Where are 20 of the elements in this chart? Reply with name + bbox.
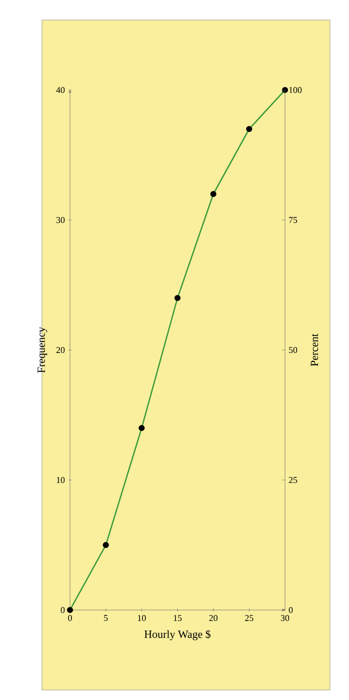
x-tick-label: 0 bbox=[68, 615, 72, 622]
x-tick-label: 15 bbox=[174, 615, 182, 622]
y2-tick-label: 25 bbox=[288, 476, 298, 484]
y-axis-title: Frequency bbox=[38, 326, 48, 373]
x-axis-title: Hourly Wage $ bbox=[144, 630, 210, 640]
x-tick-label: 5 bbox=[104, 615, 108, 621]
y2-axis-title: Percent bbox=[310, 334, 318, 366]
y-tick-label: 0 bbox=[60, 606, 65, 614]
x-tick-label: 10 bbox=[138, 615, 146, 622]
y-tick-label: 40 bbox=[56, 86, 65, 94]
y2-tick-label: 100 bbox=[289, 86, 302, 94]
y-tick-label: 20 bbox=[56, 346, 65, 354]
y2-tick-label: 50 bbox=[289, 346, 298, 354]
y2-tick-label: 0 bbox=[288, 606, 293, 614]
y-tick-label: 30 bbox=[56, 216, 65, 224]
x-tick-label: 30 bbox=[280, 615, 290, 622]
x-tick-label: 25 bbox=[245, 615, 254, 622]
y2-tick-label: 75 bbox=[289, 217, 298, 223]
x-tick-label: 20 bbox=[209, 615, 218, 622]
y-tick-label: 10 bbox=[56, 476, 65, 484]
